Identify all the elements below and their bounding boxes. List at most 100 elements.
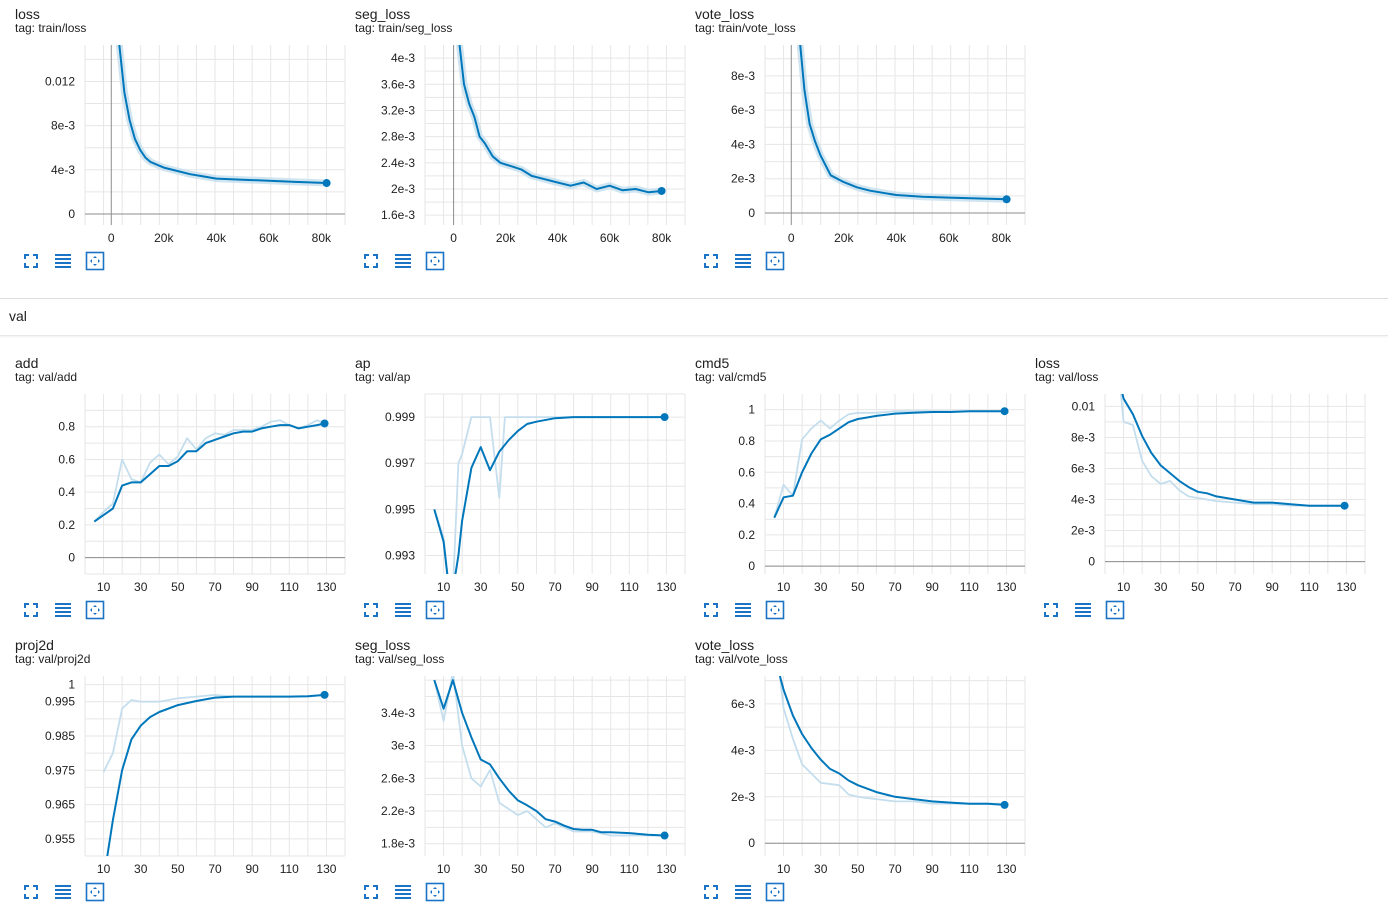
fit-domain-icon (765, 882, 785, 902)
y-tick-label: 3.6e-3 (381, 77, 415, 91)
x-tick-label: 20k (496, 231, 516, 245)
series-line-raw (433, 676, 665, 837)
fit-domain-button[interactable] (84, 881, 106, 903)
last-point-marker (660, 413, 669, 422)
grid (424, 676, 686, 856)
toggle-log-scale-button[interactable] (732, 250, 754, 272)
fit-domain-button[interactable] (424, 599, 446, 621)
chart-tag: tag: train/vote_loss (695, 21, 796, 35)
x-tick-label: 90 (925, 580, 939, 594)
fit-domain-button[interactable] (1104, 599, 1126, 621)
grid (84, 394, 346, 575)
toggle-log-scale-button[interactable] (52, 250, 74, 272)
x-tick-label: 60k (600, 231, 620, 245)
series-line-raw (102, 694, 325, 773)
y-tick-label: 0.985 (45, 729, 75, 743)
line-chart[interactable]: 10 30 50 70 90 110 130 1.8e-3 2.2e-3 2.6e-3 3e-3 3.… (340, 631, 686, 907)
series-line-smoothed (773, 410, 1005, 519)
y-tick-label: 2e-3 (391, 182, 415, 196)
fit-domain-button[interactable] (424, 881, 446, 903)
fit-to-screen-button[interactable] (700, 881, 722, 903)
y-tick-label: 2.4e-3 (381, 156, 415, 170)
fit-to-screen-button[interactable] (700, 250, 722, 272)
grid (424, 393, 686, 574)
x-tick-label: 30 (814, 580, 828, 594)
fit-domain-icon (425, 882, 445, 902)
fit-to-screen-button[interactable] (360, 881, 382, 903)
fit-domain-button[interactable] (84, 250, 106, 272)
y-tick-label: 8e-3 (731, 69, 755, 83)
line-chart[interactable]: 10 30 50 70 90 110 130 0 2e-3 4e-3 6e-3 (680, 631, 1026, 907)
line-chart[interactable]: 0 20k 40k 60k 80k 0 2e-3 4e-3 6e-3 8e-3 (680, 0, 1026, 276)
x-tick-label: 110 (280, 862, 299, 876)
y-tick-label: 0.2 (58, 518, 75, 532)
x-tick-label: 130 (996, 580, 1016, 594)
toggle-log-scale-button[interactable] (392, 599, 414, 621)
x-tick-label: 130 (1336, 580, 1356, 594)
x-tick-label: 90 (585, 862, 599, 876)
last-point-marker (1002, 195, 1011, 204)
x-tick-label: 130 (656, 580, 676, 594)
chart-tag: tag: val/proj2d (15, 652, 91, 666)
line-chart[interactable]: 10 30 50 70 90 110 130 0 0.2 0.4 0.6 0.8 (0, 349, 346, 625)
y-tick-label: 0.6 (58, 452, 75, 466)
line-chart[interactable]: 10 30 50 70 90 110 130 0.993 0.995 0.997 0.999 (340, 349, 686, 625)
fit-domain-button[interactable] (424, 250, 446, 272)
fit-to-screen-button[interactable] (20, 250, 42, 272)
x-tick-label: 80k (652, 231, 672, 245)
line-chart[interactable]: 10 30 50 70 90 110 130 0 0.2 0.4 0.6 0.8 1 (680, 349, 1026, 625)
x-tick-label: 10 (97, 862, 111, 876)
group-header-val[interactable]: val (0, 298, 1388, 336)
line-chart[interactable]: 0 20k 40k 60k 80k 0 4e-3 8e-3 0.012 (0, 0, 346, 276)
line-chart[interactable]: 0 20k 40k 60k 80k 1.6e-3 2e-3 2.4e-3 2.8e-3 3.2e-… (340, 0, 686, 276)
x-tick-label: 70 (1228, 580, 1242, 594)
fit-domain-button[interactable] (764, 881, 786, 903)
chart-card: seg_loss tag: train/seg_loss 0 20k 40k 60k 80k… (340, 0, 686, 276)
x-tick-label: 30 (134, 580, 148, 594)
x-tick-label: 30 (474, 580, 488, 594)
list-lines-icon (735, 254, 751, 268)
y-tick-label: 4e-3 (51, 163, 75, 177)
fit-domain-button[interactable] (84, 599, 106, 621)
fit-to-screen-button[interactable] (20, 881, 42, 903)
toggle-log-scale-button[interactable] (392, 881, 414, 903)
grid (764, 676, 1026, 856)
y-tick-label: 0.999 (385, 410, 415, 424)
toggle-log-scale-button[interactable] (732, 599, 754, 621)
y-tick-label: 0.6 (738, 465, 755, 479)
chart-card: cmd5 tag: val/cmd5 10 30 50 70 90 110 130 0 0.2 0.4… (680, 349, 1026, 625)
y-tick-label: 0.995 (45, 695, 75, 709)
fit-to-screen-button[interactable] (20, 599, 42, 621)
x-tick-label: 110 (960, 862, 979, 876)
toggle-log-scale-button[interactable] (1072, 599, 1094, 621)
chart-title: add (15, 355, 39, 371)
grid (764, 394, 1026, 574)
chart-tag: tag: val/cmd5 (695, 370, 767, 384)
toggle-log-scale-button[interactable] (732, 881, 754, 903)
line-chart[interactable]: 10 30 50 70 90 110 130 0.955 0.965 0.975 0.985 0.99… (0, 631, 346, 907)
toggle-log-scale-button[interactable] (52, 881, 74, 903)
line-chart[interactable]: 10 30 50 70 90 110 130 0 2e-3 4e-3 6e-3 8e-3 0.01 (1020, 349, 1366, 625)
expand-icon (1044, 603, 1058, 617)
chart-card: add tag: val/add 10 30 50 70 90 110 130 0 0.2 0.4 0.… (0, 349, 346, 625)
fit-domain-icon (1105, 600, 1125, 620)
fit-to-screen-button[interactable] (1040, 599, 1062, 621)
y-tick-label: 0.8 (738, 434, 755, 448)
toggle-log-scale-button[interactable] (392, 250, 414, 272)
x-tick-label: 80k (312, 231, 332, 245)
fit-to-screen-button[interactable] (360, 599, 382, 621)
last-point-marker (657, 186, 666, 195)
chart-card: loss tag: val/loss 10 30 50 70 90 110 130 0 2e-3 4e… (1020, 349, 1366, 625)
fit-domain-button[interactable] (764, 599, 786, 621)
x-tick-label: 50 (851, 862, 865, 876)
x-tick-label: 70 (548, 862, 562, 876)
fit-domain-button[interactable] (764, 250, 786, 272)
fit-domain-icon (765, 251, 785, 271)
y-tick-label: 0.2 (738, 528, 755, 542)
x-tick-label: 10 (437, 580, 451, 594)
series-line-smoothed (799, 45, 1007, 201)
toggle-log-scale-button[interactable] (52, 599, 74, 621)
fit-to-screen-button[interactable] (360, 250, 382, 272)
fit-to-screen-button[interactable] (700, 599, 722, 621)
chart-title: loss (1035, 355, 1060, 371)
